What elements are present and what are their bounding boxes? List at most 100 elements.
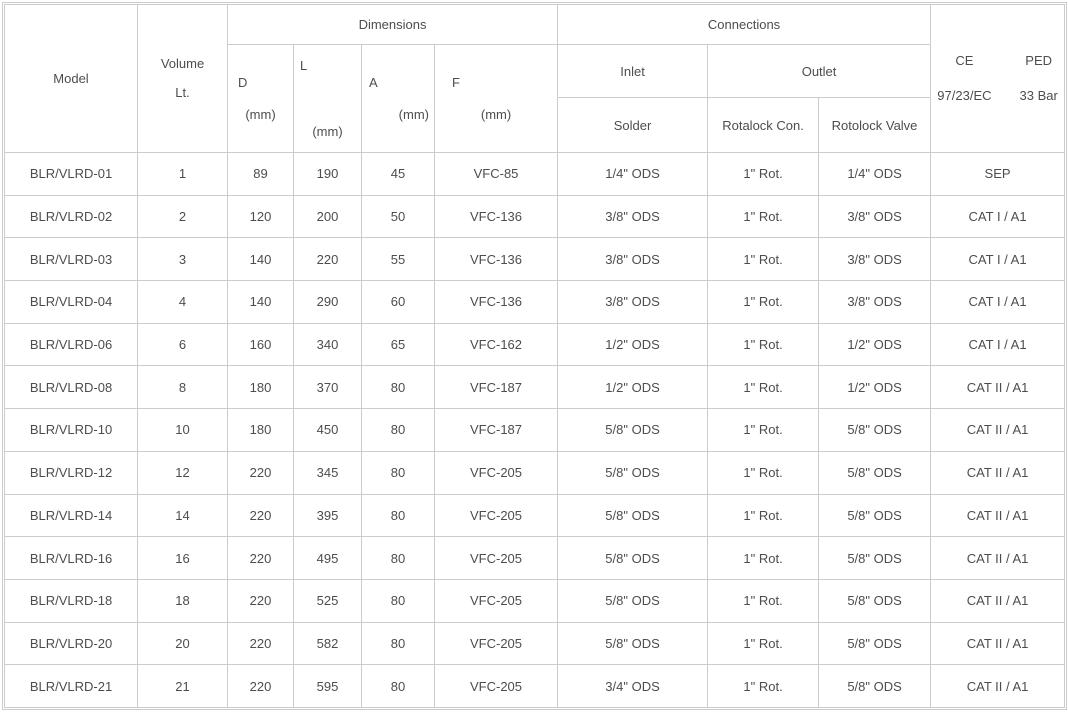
cell-rotalock-con: 1" Rot.: [707, 450, 820, 495]
cell-dimension-l: 290: [293, 280, 362, 324]
cell-dimension-f: VFC-187: [433, 408, 559, 452]
table-body: BLR/VLRD-01 1 89 190 45 VFC-85 1/4" ODS …: [4, 152, 1066, 708]
cell-dimension-a: 80: [361, 408, 435, 452]
cell-dimension-f: VFC-187: [433, 365, 559, 410]
cell-dimension-d: 89: [227, 152, 294, 196]
cell-dimension-a: 50: [361, 194, 435, 239]
cell-volume: 1: [137, 152, 228, 196]
header-row-3: Solder Rotalock Con. Rotolock Valve: [5, 97, 1065, 153]
cell-dimension-a: 80: [361, 664, 435, 708]
table-row: BLR/VLRD-08 8 180 370 80 VFC-187 1/2" OD…: [4, 365, 1066, 410]
cell-ce-ped: CAT II / A1: [930, 493, 1066, 538]
cell-dimension-a: 55: [361, 237, 435, 282]
cell-dimension-l: 190: [293, 152, 362, 196]
cell-dimension-l: 370: [293, 365, 362, 410]
cell-volume: 2: [137, 194, 228, 239]
col-header-solder: Solder: [557, 97, 709, 153]
cell-ce-ped: CAT II / A1: [930, 365, 1066, 410]
cell-volume: 18: [137, 578, 228, 623]
cell-model: BLR/VLRD-18: [4, 578, 138, 623]
cell-inlet-solder: 3/8" ODS: [557, 280, 709, 324]
cell-inlet-solder: 5/8" ODS: [557, 578, 709, 623]
cell-inlet-solder: 1/4" ODS: [557, 152, 709, 196]
cell-inlet-solder: 5/8" ODS: [557, 450, 709, 495]
table-row: BLR/VLRD-18 18 220 525 80 VFC-205 5/8" O…: [4, 578, 1066, 623]
cell-rotalock-con: 1" Rot.: [707, 322, 820, 367]
header-row-1: Model Volume Lt. Dimensions Connections …: [4, 4, 1066, 153]
cell-inlet-solder: 5/8" ODS: [557, 493, 709, 538]
table-row: BLR/VLRD-02 2 120 200 50 VFC-136 3/8" OD…: [4, 194, 1066, 239]
cell-rotalock-con: 1" Rot.: [707, 408, 820, 452]
volume-label: Volume: [160, 56, 205, 71]
cell-rotolock-valve: 5/8" ODS: [818, 536, 932, 580]
cell-model: BLR/VLRD-21: [4, 664, 138, 708]
cell-dimension-l: 450: [293, 408, 362, 452]
cell-dimension-f: VFC-162: [433, 322, 559, 367]
f-label: F: [452, 74, 460, 90]
cell-rotalock-con: 1" Rot.: [707, 578, 820, 623]
cell-volume: 6: [137, 322, 228, 367]
ped-pressure-label: 33 Bar: [1019, 88, 1058, 103]
ped-column: PED 33 Bar: [1020, 53, 1058, 104]
cell-inlet-solder: 1/2" ODS: [557, 322, 709, 367]
cell-rotalock-con: 1" Rot.: [707, 493, 820, 538]
group-header-dimensions: Dimensions: [226, 4, 559, 45]
table-row: BLR/VLRD-14 14 220 395 80 VFC-205 5/8" O…: [4, 493, 1066, 538]
cell-dimension-a: 80: [361, 536, 435, 580]
ped-label: PED: [1025, 53, 1053, 68]
table-row: BLR/VLRD-21 21 220 595 80 VFC-205 3/4" O…: [4, 664, 1066, 708]
cell-dimension-d: 180: [227, 365, 294, 410]
cell-model: BLR/VLRD-01: [4, 152, 138, 196]
cell-dimension-f: VFC-205: [433, 578, 559, 623]
cell-rotolock-valve: 1/2" ODS: [818, 322, 932, 367]
cell-dimension-a: 45: [361, 152, 435, 196]
cell-rotolock-valve: 5/8" ODS: [818, 664, 932, 708]
cell-rotalock-con: 1" Rot.: [707, 280, 820, 324]
f-unit-label: (mm): [480, 106, 512, 122]
cell-volume: 14: [137, 493, 228, 538]
cell-model: BLR/VLRD-04: [4, 280, 138, 324]
cell-volume: 3: [137, 237, 228, 282]
table-row: BLR/VLRD-04 4 140 290 60 VFC-136 3/8" OD…: [4, 280, 1066, 324]
cell-dimension-a: 65: [361, 322, 435, 367]
spec-table: Model Volume Lt. Dimensions Connections …: [4, 4, 1066, 708]
cell-rotalock-con: 1" Rot.: [707, 664, 820, 708]
l-unit-label: (mm): [312, 123, 343, 139]
cell-inlet-solder: 5/8" ODS: [557, 536, 709, 580]
cell-rotolock-valve: 3/8" ODS: [818, 237, 932, 282]
col-header-ce-ped: CE 97/23/EC PED 33 Bar: [930, 4, 1066, 153]
col-header-rotalock-con: Rotalock Con.: [707, 97, 820, 153]
cell-volume: 4: [137, 280, 228, 324]
ce-directive-label: 97/23/EC: [937, 88, 992, 103]
a-label: A: [369, 74, 378, 90]
cell-rotolock-valve: 5/8" ODS: [818, 408, 932, 452]
cell-rotalock-con: 1" Rot.: [707, 237, 820, 282]
cell-model: BLR/VLRD-12: [4, 450, 138, 495]
cell-rotalock-con: 1" Rot.: [707, 365, 820, 410]
cell-ce-ped: CAT II / A1: [930, 578, 1066, 623]
cell-rotalock-con: 1" Rot.: [707, 536, 820, 580]
volume-unit-label: Lt.: [175, 85, 190, 100]
cell-rotolock-valve: 3/8" ODS: [818, 194, 932, 239]
cell-rotolock-valve: 5/8" ODS: [818, 450, 932, 495]
cell-dimension-d: 220: [227, 536, 294, 580]
cell-rotolock-valve: 1/4" ODS: [818, 152, 932, 196]
cell-rotolock-valve: 5/8" ODS: [818, 493, 932, 538]
cell-dimension-a: 80: [361, 365, 435, 410]
cell-ce-ped: CAT I / A1: [930, 280, 1066, 324]
cell-model: BLR/VLRD-20: [4, 621, 138, 666]
col-header-a: A (mm): [361, 44, 435, 153]
cell-dimension-l: 220: [293, 237, 362, 282]
cell-model: BLR/VLRD-06: [4, 322, 138, 367]
cell-dimension-f: VFC-205: [433, 450, 559, 495]
d-unit-label: (mm): [245, 106, 276, 122]
l-label: L: [300, 57, 308, 73]
cell-dimension-f: VFC-205: [433, 664, 559, 708]
cell-ce-ped: CAT II / A1: [930, 408, 1066, 452]
ce-label: CE: [955, 53, 974, 68]
cell-inlet-solder: 5/8" ODS: [557, 408, 709, 452]
cell-dimension-d: 140: [227, 237, 294, 282]
cell-dimension-a: 80: [361, 450, 435, 495]
group-header-outlet: Outlet: [707, 44, 932, 98]
col-header-model: Model: [4, 4, 138, 153]
